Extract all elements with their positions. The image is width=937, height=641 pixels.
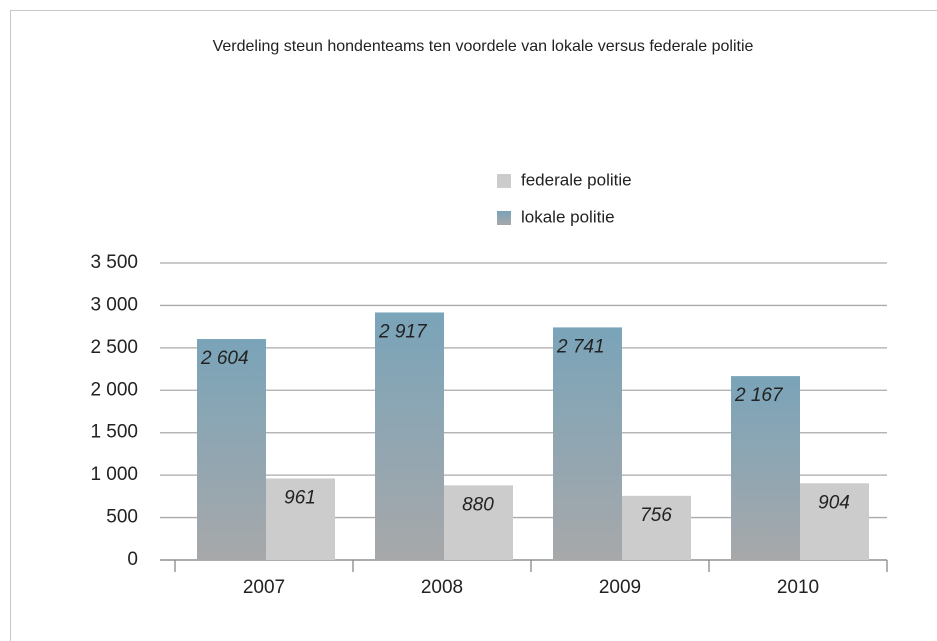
bar xyxy=(444,485,513,560)
frame xyxy=(10,10,937,641)
bar xyxy=(553,327,622,560)
value-label: 904 xyxy=(818,492,850,513)
bar xyxy=(197,339,266,560)
legend-swatch xyxy=(497,174,511,188)
y-tick-label: 2 000 xyxy=(90,379,138,400)
value-label: 880 xyxy=(462,494,494,515)
legend-swatch xyxy=(497,211,511,225)
y-tick-label: 3 500 xyxy=(90,252,138,273)
bar xyxy=(375,312,444,560)
bar xyxy=(266,478,335,560)
bar xyxy=(622,495,691,560)
x-tick-label: 2010 xyxy=(777,577,819,598)
value-label: 2 604 xyxy=(200,348,249,369)
value-label: 2 741 xyxy=(556,336,605,357)
y-tick-label: 1 500 xyxy=(90,422,138,443)
value-label: 2 167 xyxy=(734,385,784,406)
value-label: 961 xyxy=(284,487,316,508)
bar xyxy=(800,483,869,560)
y-tick-label: 1 000 xyxy=(90,464,138,485)
legend-label: lokale politie xyxy=(521,207,615,226)
legend-label: federale politie xyxy=(521,170,632,189)
x-tick-label: 2008 xyxy=(421,577,463,598)
bar xyxy=(731,376,800,560)
y-tick-label: 0 xyxy=(127,549,138,570)
x-tick-label: 2009 xyxy=(599,577,641,598)
y-tick-label: 2 500 xyxy=(90,337,138,358)
y-tick-label: 3 000 xyxy=(90,294,138,315)
y-tick-label: 500 xyxy=(106,507,138,528)
value-label: 2 917 xyxy=(378,321,428,342)
x-tick-label: 2007 xyxy=(243,577,285,598)
value-label: 756 xyxy=(640,505,672,526)
chart-title: Verdeling steun hondenteams ten voordele… xyxy=(213,38,754,55)
